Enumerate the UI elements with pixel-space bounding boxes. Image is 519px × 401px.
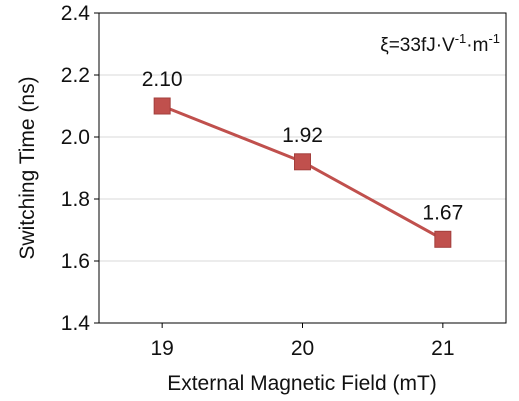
xi-annotation: ξ=33fJ·V-1·m-1 xyxy=(380,31,500,56)
x-tick-label: 19 xyxy=(150,337,173,360)
data-point-marker xyxy=(434,230,452,248)
x-axis-title: External Magnetic Field (mT) xyxy=(167,372,437,395)
y-tick-label: 1.4 xyxy=(61,312,91,335)
data-label: 1.67 xyxy=(422,201,463,224)
annotation-sup-2: -1 xyxy=(488,31,500,46)
grid-lines xyxy=(99,74,506,262)
x-tick-label: 20 xyxy=(291,337,314,360)
y-tick-label: 1.8 xyxy=(61,188,90,211)
annotation-main: ξ=33fJ·V xyxy=(380,35,455,56)
y-tick-label: 2.4 xyxy=(61,2,91,25)
data-label: 2.10 xyxy=(142,68,183,91)
data-point-marker xyxy=(294,153,311,171)
series-layer: 2.10 1.92 1.67 xyxy=(142,68,463,248)
y-axis-ticks: 1.4 1.6 1.8 2.0 2.2 2.4 xyxy=(61,2,99,335)
annotation-mid: ·m xyxy=(466,35,488,56)
y-tick-label: 2.0 xyxy=(61,126,90,149)
x-axis-ticks: 19 20 21 xyxy=(150,323,455,360)
y-tick-label: 2.2 xyxy=(61,64,90,87)
annotation-sup-1: -1 xyxy=(455,31,467,46)
data-label: 1.92 xyxy=(282,124,323,147)
x-tick-label: 21 xyxy=(431,337,454,360)
data-point-marker xyxy=(153,97,171,115)
y-tick-label: 1.6 xyxy=(61,250,90,273)
y-axis-title: Switching Time (ns) xyxy=(16,76,39,259)
